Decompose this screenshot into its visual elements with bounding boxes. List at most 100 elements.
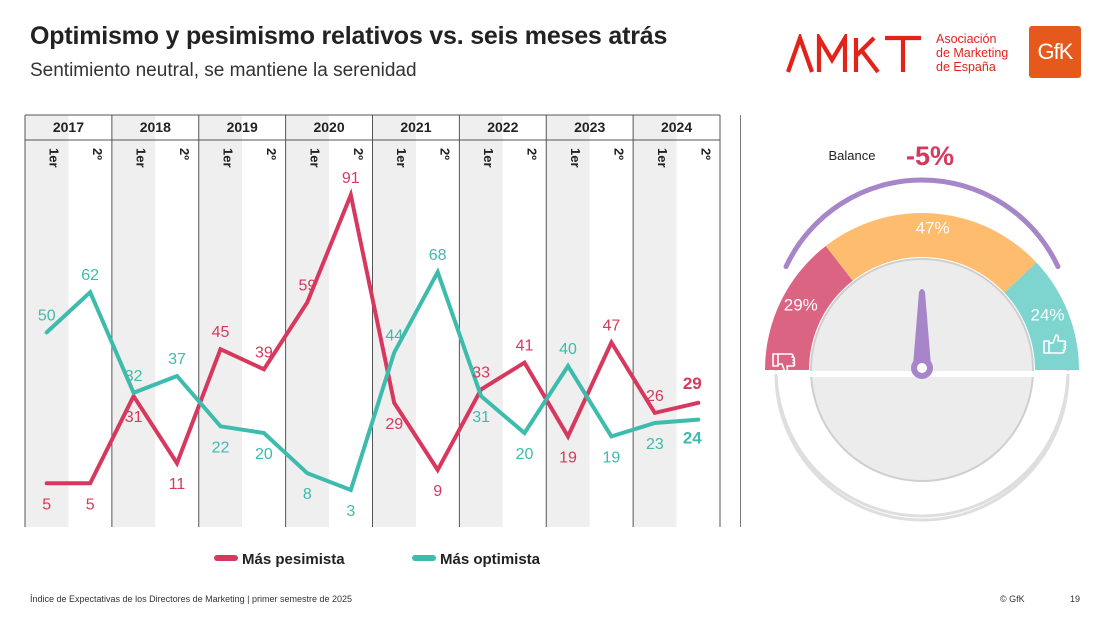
year-label: 2020 [313,119,344,135]
semester-label: 2º [525,148,540,160]
semester-label: 1er [307,148,322,168]
column-bg [372,115,416,527]
gauge-segment-positive [1004,262,1079,370]
column-bg [111,115,156,527]
semester-label: 1er [568,148,583,168]
gauge-label-neutral: 47% [916,218,950,237]
data-label-optimista: 50 [38,307,56,324]
data-label-pesimista: 31 [125,409,143,426]
year-label: 2024 [661,119,692,135]
amkt-logo [786,34,921,74]
thumb-hand [778,353,796,373]
year-label: 2018 [140,119,171,135]
gauge-dial-bottom [774,373,1070,522]
column-bg [68,115,112,527]
data-label-optimista: 32 [125,368,143,385]
data-label-pesimista: 39 [255,344,273,361]
semester-label: 2º [611,148,626,160]
data-label-optimista: 37 [168,351,186,368]
data-label-optimista: 24 [683,429,702,448]
data-label-optimista: 68 [429,247,447,264]
data-label-optimista: 3 [346,503,355,520]
data-label-pesimista: 9 [433,483,442,500]
thumb-cuff [1043,340,1050,354]
page-subtitle: Sentimiento neutral, se mantiene la sere… [30,60,417,81]
semester-label: 2º [177,148,192,160]
footer-copyright: © GfK [1000,594,1025,604]
balance-arc [783,177,1061,270]
column-bg [502,115,547,527]
legend-item-pesimista: Más pesimista [214,551,345,568]
panel-divider [740,115,741,527]
semester-label: 2º [351,148,366,160]
semester-label: 2º [698,148,713,160]
column-bg [242,115,286,527]
data-label-pesimista: 47 [603,318,621,335]
data-label-optimista: 31 [472,409,490,426]
page-title: Optimismo y pesimismo relativos vs. seis… [30,22,668,50]
gauge-label-positive: 24% [1031,305,1065,324]
thumb-hand [1049,334,1067,354]
column-bg [459,115,503,527]
year-label: 2017 [53,119,84,135]
column-bg [633,115,677,527]
data-label-optimista: 40 [559,341,577,358]
thumb-cuff [772,353,779,367]
data-label-pesimista: 29 [385,416,403,433]
column-bg [415,115,460,527]
data-label-optimista: 62 [81,267,99,284]
data-label-pesimista: 59 [298,277,316,294]
amkt-logo-text: Asociación de Marketing de España [936,32,1009,74]
data-label-optimista: 20 [516,446,534,463]
column-bg [285,115,330,527]
data-label-optimista: 22 [212,439,230,456]
legend-label-optimista: Más optimista [440,551,541,568]
footer-source: Índice de Expectativas de los Directores… [30,594,352,604]
year-label: 2023 [574,119,605,135]
series-line-optimista [44,267,701,493]
data-label-pesimista: 33 [472,364,490,381]
data-label-pesimista: 29 [683,374,702,393]
gauge-needle-hub-center [917,363,927,373]
semester-label: 2º [438,148,453,160]
gfk-logo: GfK [1029,26,1081,78]
legend-item-optimista: Más optimista [412,551,540,568]
thumbs-down-icon [772,353,796,373]
gauge-segment-negative [765,245,853,370]
series-line-pesimista [44,188,701,486]
balance-label: Balance [829,148,876,163]
gauge-label-negative: 29% [784,296,818,315]
data-label-optimista: 23 [646,436,664,453]
data-label-optimista: 19 [603,449,621,466]
semester-label: 1er [47,148,62,168]
semester-label: 1er [481,148,496,168]
data-label-pesimista: 41 [516,338,534,355]
column-bg [589,115,634,527]
semester-label: 1er [134,148,149,168]
legend-swatch-pesimista [214,555,238,562]
column-bg [546,115,590,527]
year-label: 2021 [400,119,431,135]
column-bg [676,115,720,527]
gauge-segment-neutral [825,213,1037,293]
semester-label: 1er [220,148,235,168]
year-label: 2022 [487,119,518,135]
balance-gauge: Balance -5% 29% 47% 24% [763,141,1081,522]
column-bg [198,115,243,527]
data-label-pesimista: 5 [86,496,95,513]
data-label-pesimista: 26 [646,388,664,405]
semester-label: 2º [90,148,105,160]
semester-label: 1er [655,148,670,168]
thumbs-up-icon [1043,334,1067,354]
semester-label: 1er [394,148,409,168]
data-label-optimista: 8 [303,486,312,503]
legend-swatch-optimista [412,555,436,562]
data-label-pesimista: 91 [342,170,360,187]
year-label: 2019 [227,119,258,135]
data-label-pesimista: 11 [169,476,186,493]
balance-value: -5% [906,141,954,171]
page-number: 19 [1070,594,1081,604]
data-label-optimista: 44 [385,328,403,345]
column-bg [329,115,373,527]
